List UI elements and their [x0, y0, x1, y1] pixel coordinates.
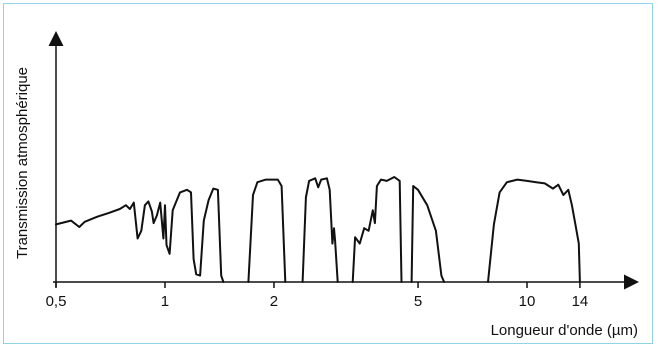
series-layer [55, 176, 581, 283]
x-tick-layer: 0,5 1 2 5 10 14 [46, 282, 589, 310]
x-tick-label-3: 5 [414, 293, 422, 310]
transmission-series-0-segment-1 [247, 178, 287, 283]
x-tick-label-4: 10 [519, 293, 536, 310]
transmission-series-0-segment-3 [351, 176, 403, 283]
transmission-series-0-segment-2 [301, 177, 339, 283]
x-tick-label-1: 1 [161, 293, 169, 310]
y-axis-title: Transmission atmosphérique [14, 67, 31, 259]
transmission-series-0-segment-0 [55, 187, 225, 283]
transmission-series-0-segment-4 [410, 185, 446, 283]
chart-svg: 0,5 1 2 5 10 14 Longueur d'onde (µm) Transmis… [14, 31, 639, 339]
transmission-series-0-segment-5 [487, 178, 581, 283]
x-axis-title: Longueur d'onde (µm) [491, 322, 638, 339]
x-tick-label-5: 14 [572, 293, 589, 310]
x-tick-label-0: 0,5 [46, 293, 67, 310]
x-tick-label-2: 2 [270, 293, 278, 310]
chart-frame: 0,5 1 2 5 10 14 Longueur d'onde (µm) Transmis… [3, 3, 653, 344]
